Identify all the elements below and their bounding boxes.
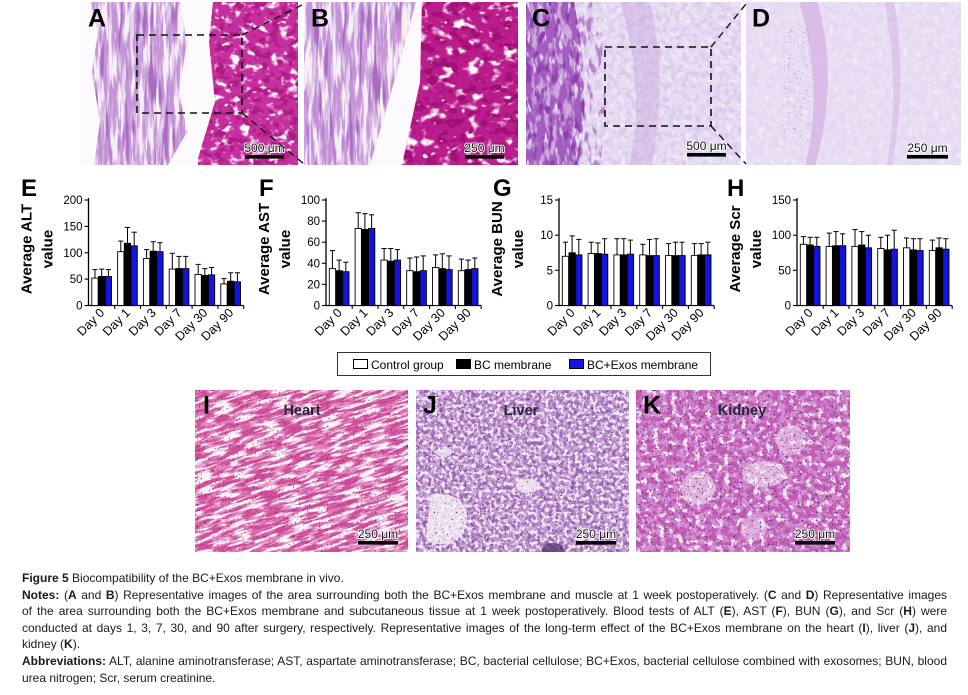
svg-text:200: 200 (63, 195, 82, 207)
svg-text:500 μm: 500 μm (244, 141, 284, 155)
svg-text:0: 0 (76, 301, 82, 313)
svg-text:Day 1: Day 1 (338, 306, 371, 339)
svg-text:K: K (643, 392, 661, 420)
svg-text:Liver: Liver (504, 403, 539, 419)
svg-text:100: 100 (63, 248, 82, 260)
svg-text:50: 50 (778, 265, 791, 277)
svg-text:value: value (748, 230, 765, 268)
svg-text:I: I (203, 392, 210, 420)
svg-text:0: 0 (547, 301, 553, 313)
svg-text:B: B (311, 5, 329, 33)
svg-text:C: C (532, 5, 550, 33)
svg-text:5: 5 (547, 265, 553, 277)
svg-text:Heart: Heart (283, 403, 320, 419)
svg-text:250 μm: 250 μm (358, 527, 398, 541)
svg-text:100: 100 (772, 230, 791, 242)
svg-text:H: H (727, 175, 744, 202)
svg-text:50: 50 (70, 274, 83, 286)
svg-text:Kidney: Kidney (718, 403, 766, 419)
svg-text:F: F (259, 175, 274, 202)
svg-text:Day 3: Day 3 (596, 306, 629, 339)
svg-text:150: 150 (63, 221, 82, 233)
svg-text:Average Scr: Average Scr (727, 205, 744, 292)
svg-text:Day 3: Day 3 (834, 306, 867, 339)
svg-text:40: 40 (307, 258, 320, 270)
svg-text:15: 15 (540, 195, 553, 207)
svg-text:E: E (21, 175, 37, 202)
svg-text:80: 80 (307, 216, 320, 228)
svg-text:value: value (510, 230, 527, 268)
svg-text:J: J (423, 392, 437, 420)
svg-text:Day 3: Day 3 (363, 306, 396, 339)
svg-text:G: G (493, 175, 512, 202)
svg-text:100: 100 (301, 195, 320, 207)
svg-text:Day 1: Day 1 (100, 306, 133, 339)
svg-text:20: 20 (307, 279, 320, 291)
svg-text:250 μm: 250 μm (907, 141, 947, 155)
svg-text:500 μm: 500 μm (686, 139, 726, 153)
svg-text:250 μm: 250 μm (464, 141, 504, 155)
svg-text:250 μm: 250 μm (795, 527, 835, 541)
svg-text:60: 60 (307, 237, 320, 249)
svg-text:Average AST: Average AST (256, 203, 273, 295)
svg-text:value: value (40, 230, 57, 268)
svg-text:150: 150 (772, 195, 791, 207)
svg-text:Average BUN: Average BUN (489, 201, 506, 296)
svg-text:250 μm: 250 μm (576, 527, 616, 541)
svg-text:0: 0 (314, 301, 320, 313)
svg-text:Average ALT: Average ALT (19, 204, 36, 294)
svg-text:value: value (277, 230, 294, 268)
svg-text:Day 3: Day 3 (126, 306, 159, 339)
svg-text:D: D (752, 5, 770, 33)
svg-text:Day 1: Day 1 (571, 306, 604, 339)
svg-text:10: 10 (540, 230, 553, 242)
svg-text:A: A (88, 5, 106, 33)
svg-text:0: 0 (785, 301, 791, 313)
svg-text:Day 1: Day 1 (809, 306, 842, 339)
